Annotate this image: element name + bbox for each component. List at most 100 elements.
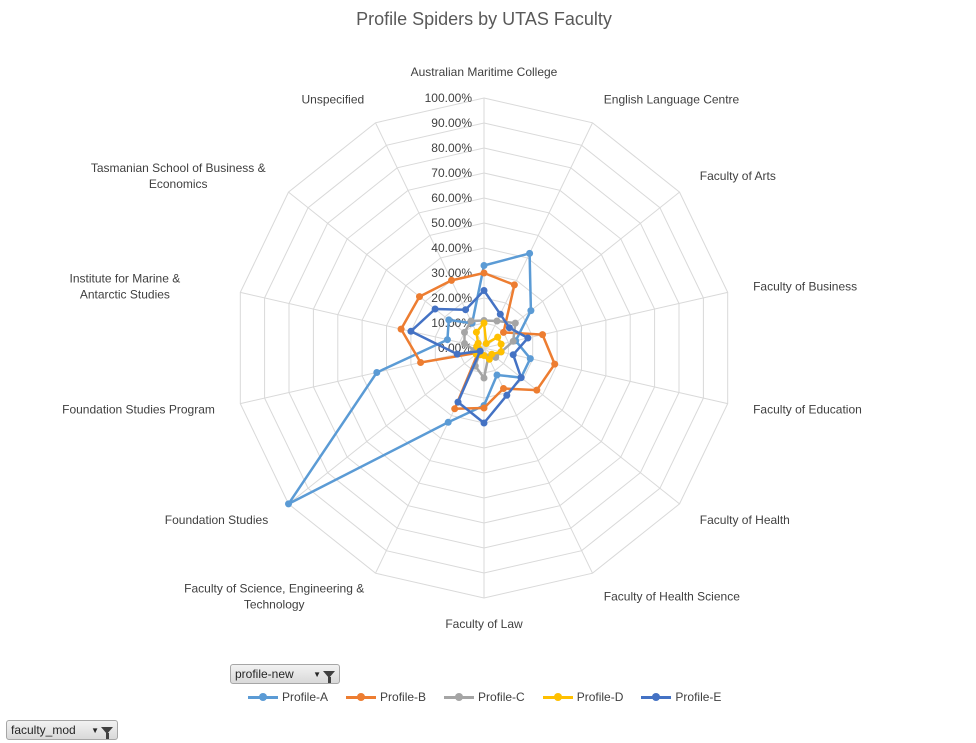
tick-label: 100.00% <box>425 91 473 105</box>
legend-swatch <box>248 692 278 702</box>
tick-label: 30.00% <box>431 266 472 280</box>
data-point <box>500 385 507 392</box>
radial-axis-ticks: 0.00%10.00%20.00%30.00%40.00%50.00%60.00… <box>425 91 473 355</box>
data-series <box>285 249 559 508</box>
category-label: English Language Centre <box>604 92 740 106</box>
axis-field-filter-button[interactable]: faculty_mod ▼ <box>6 720 118 740</box>
category-label: Faculty of Arts <box>700 169 776 183</box>
funnel-icon <box>323 670 335 683</box>
data-point <box>503 391 511 399</box>
data-point <box>480 319 488 327</box>
data-point <box>526 355 534 363</box>
category-label: Tasmanian School of Business & Economics <box>91 161 266 191</box>
data-point <box>482 340 490 347</box>
dropdown-arrow-icon: ▼ <box>313 669 321 679</box>
series-field-filter-button[interactable]: profile-new ▼ <box>230 664 340 684</box>
category-label: Foundation Studies Program <box>62 402 215 416</box>
data-point <box>493 371 501 379</box>
data-point <box>407 327 415 335</box>
data-point <box>539 331 546 339</box>
data-point <box>509 337 517 345</box>
series-profile-b <box>397 269 559 413</box>
data-point <box>500 328 507 336</box>
data-point <box>551 360 559 368</box>
data-point <box>285 500 292 508</box>
data-point <box>461 340 468 347</box>
category-label: Australian Maritime College <box>411 65 558 79</box>
data-point <box>467 317 475 325</box>
data-point <box>373 369 381 376</box>
chart-title: Profile Spiders by UTAS Faculty <box>356 9 612 29</box>
data-point <box>443 336 451 344</box>
tick-label: 60.00% <box>431 191 472 205</box>
data-point <box>517 374 525 382</box>
data-point <box>496 310 504 318</box>
series-profile-e <box>407 287 532 427</box>
series-field-label: profile-new <box>235 667 294 681</box>
data-point <box>480 419 488 427</box>
legend-item: Profile-A <box>248 690 328 704</box>
data-point <box>474 339 482 347</box>
legend-label: Profile-E <box>675 690 722 704</box>
category-label: Unspecified <box>301 92 364 106</box>
category-label: Foundation Studies <box>165 513 268 527</box>
data-point <box>431 305 439 313</box>
legend-item: Profile-E <box>641 690 721 704</box>
data-point <box>462 306 470 314</box>
legend-item: Profile-D <box>542 690 624 704</box>
data-point <box>397 325 405 333</box>
data-point <box>505 324 513 332</box>
legend-label: Profile-D <box>576 690 624 704</box>
data-point <box>480 287 488 294</box>
data-point <box>510 281 518 289</box>
grid-spoke <box>483 347 680 505</box>
data-point <box>480 374 488 382</box>
legend-swatch <box>444 692 475 702</box>
grid-spoke <box>483 122 593 349</box>
legend-swatch <box>346 692 377 702</box>
tick-label: 70.00% <box>431 166 472 180</box>
data-point <box>461 328 468 336</box>
category-label: Faculty of Health <box>700 513 790 527</box>
data-point <box>416 293 423 301</box>
data-point <box>454 398 462 406</box>
data-point <box>524 334 532 342</box>
legend-item: Profile-C <box>444 690 525 704</box>
legend-swatch <box>641 692 672 702</box>
tick-label: 90.00% <box>431 116 472 130</box>
grid-spoke <box>240 347 485 405</box>
grid-spoke <box>240 291 485 349</box>
data-point <box>451 405 459 413</box>
data-point <box>444 418 452 426</box>
funnel-icon <box>101 726 113 739</box>
grid-spoke <box>288 347 485 505</box>
data-point <box>497 348 505 356</box>
legend-label: Profile-B <box>380 690 427 704</box>
legend-swatch <box>542 692 573 702</box>
data-point <box>480 262 488 269</box>
data-point <box>480 404 488 412</box>
data-point <box>527 307 535 315</box>
data-point <box>480 269 488 277</box>
data-point <box>497 340 505 348</box>
tick-label: 20.00% <box>431 291 472 305</box>
tick-label: 50.00% <box>431 216 472 230</box>
data-point <box>509 351 517 359</box>
data-point <box>417 359 425 366</box>
data-point <box>533 386 541 394</box>
legend-item: Profile-B <box>346 690 426 704</box>
tick-label: 80.00% <box>431 141 472 155</box>
legend-label: Profile-C <box>478 690 525 704</box>
category-label: Faculty of Law <box>445 617 523 631</box>
data-point <box>485 355 493 363</box>
category-label: Faculty of Science, Engineering & Technol… <box>184 582 364 612</box>
radar-grid <box>239 97 729 599</box>
tick-label: 40.00% <box>431 241 472 255</box>
category-label: Faculty of Health Science <box>604 590 740 604</box>
dropdown-arrow-icon: ▼ <box>91 725 99 735</box>
tick-label: 10.00% <box>431 316 472 330</box>
data-point <box>472 328 480 336</box>
axis-field-label: faculty_mod <box>11 723 76 737</box>
data-point <box>448 276 455 284</box>
